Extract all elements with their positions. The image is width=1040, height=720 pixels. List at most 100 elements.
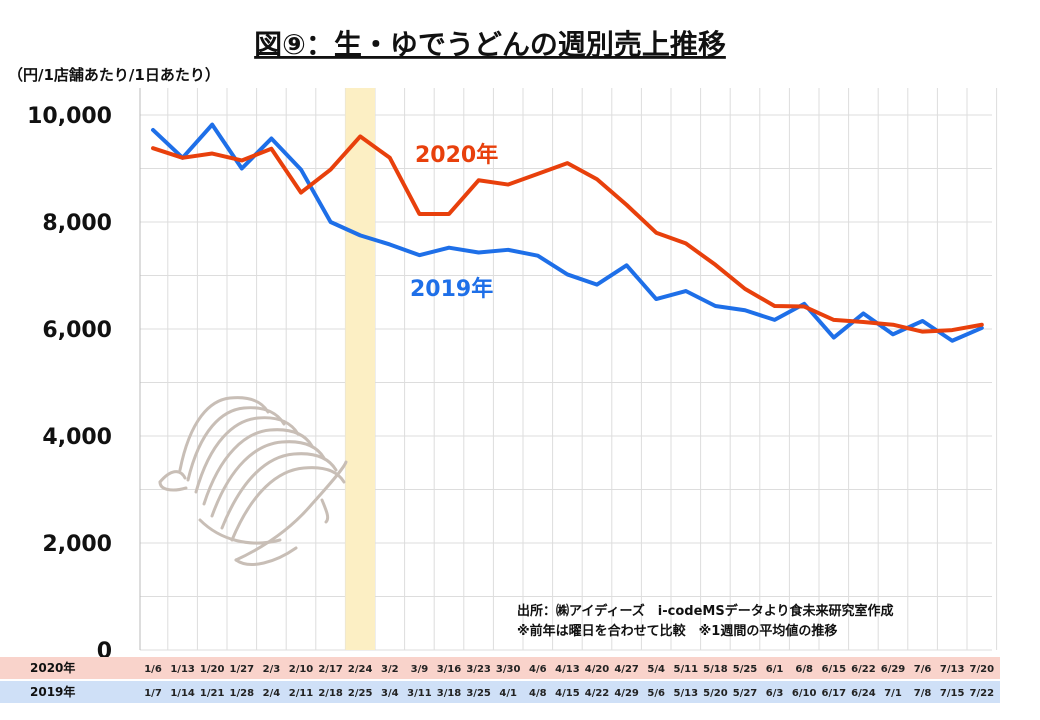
- x-tick-label-2019: 2/25: [348, 688, 373, 699]
- data-point: [921, 330, 925, 334]
- highlight-week-rect: [345, 88, 375, 650]
- x-tick-label-2020: 4/20: [585, 664, 610, 675]
- x-tick-label-2019: 5/20: [703, 688, 728, 699]
- x-tick-label-2020: 1/6: [144, 664, 162, 675]
- x-tick-label-2020: 1/20: [200, 664, 225, 675]
- x-tick-label-2019: 3/4: [381, 688, 399, 699]
- x-tick-label-2019: 2/4: [263, 688, 281, 699]
- x-tick-label-2019: 5/6: [647, 688, 665, 699]
- comparison-note: ※前年は曜日を合わせて比較 ※1週間の平均値の推移: [517, 623, 837, 639]
- data-point: [417, 212, 421, 216]
- data-point: [269, 137, 273, 141]
- udon-illustration: [158, 396, 348, 566]
- data-point: [151, 146, 155, 150]
- data-point: [358, 134, 362, 138]
- x-tick-label-2020: 3/16: [437, 664, 462, 675]
- data-point: [891, 332, 895, 336]
- data-point: [388, 156, 392, 160]
- data-point: [358, 233, 362, 237]
- data-point: [654, 231, 658, 235]
- data-point: [565, 272, 569, 276]
- data-point: [181, 156, 185, 160]
- y-tick-label: 8,000: [42, 211, 112, 236]
- data-point: [151, 128, 155, 132]
- data-point: [950, 328, 954, 332]
- data-point: [329, 168, 333, 172]
- y-tick-label: 10,000: [27, 104, 112, 129]
- data-point: [595, 283, 599, 287]
- x-tick-label-2020: 3/30: [496, 664, 521, 675]
- data-point: [684, 289, 688, 293]
- data-point: [595, 177, 599, 181]
- data-point: [447, 246, 451, 250]
- x-tick-label-2019: 6/10: [792, 688, 817, 699]
- x-tick-label-2020: 1/27: [230, 664, 255, 675]
- x-tick-label-2019: 5/13: [674, 688, 699, 699]
- data-point: [861, 320, 865, 324]
- x-tick-label-2020: 6/29: [881, 664, 906, 675]
- y-tick-label: 4,000: [42, 425, 112, 450]
- y-tick-label: 2,000: [42, 532, 112, 557]
- data-point: [832, 336, 836, 340]
- x-tick-label-2020: 5/18: [703, 664, 728, 675]
- series-label-2020: 2020年: [415, 142, 498, 168]
- data-point: [773, 304, 777, 308]
- x-axis-ticks: 1/6 1/13 1/20 1/27 2/3 2/10 2/17 2/24 3/2 3/9 3/16…: [144, 664, 994, 699]
- data-point: [625, 203, 629, 207]
- x-tick-label-2019: 3/11: [407, 688, 432, 699]
- data-point: [536, 254, 540, 258]
- x-tick-label-2020: 3/23: [466, 664, 491, 675]
- data-point: [684, 241, 688, 245]
- x-tick-label-2020: 6/1: [766, 664, 784, 675]
- x-tick-label-2019: 7/8: [914, 688, 932, 699]
- data-point: [447, 212, 451, 216]
- x-tick-label-2019: 1/7: [144, 688, 162, 699]
- x-tick-label-2020: 5/11: [674, 664, 699, 675]
- unit-label: （円/1店舗あたり/1日あたり）: [8, 66, 220, 84]
- data-point: [980, 326, 984, 330]
- data-point: [240, 167, 244, 170]
- row-label-2019: 2019年: [30, 684, 75, 699]
- x-tick-label-2020: 4/27: [614, 664, 639, 675]
- data-point: [506, 183, 510, 187]
- x-tick-label-2019: 2/11: [289, 688, 314, 699]
- data-point: [921, 319, 925, 323]
- data-point: [625, 263, 629, 267]
- data-point: [861, 311, 865, 315]
- x-tick-label-2020: 6/15: [822, 664, 847, 675]
- row-label-2020: 2020年: [30, 660, 75, 675]
- data-point: [506, 248, 510, 252]
- data-point: [891, 323, 895, 327]
- x-tick-label-2019: 4/8: [529, 688, 547, 699]
- data-point: [477, 250, 481, 254]
- x-tick-label-2019: 3/18: [437, 688, 462, 699]
- row-2019-background: [0, 681, 1000, 703]
- x-tick-label-2019: 4/1: [499, 688, 517, 699]
- data-point: [536, 172, 540, 176]
- x-tick-label-2020: 3/9: [411, 664, 429, 675]
- data-point: [388, 242, 392, 246]
- x-tick-label-2019: 7/22: [970, 688, 995, 699]
- row-2020-background: [0, 657, 1000, 679]
- data-point: [743, 308, 747, 312]
- data-point: [210, 123, 214, 127]
- data-point: [417, 253, 421, 257]
- x-tick-label-2019: 1/28: [230, 688, 255, 699]
- data-point: [980, 323, 984, 327]
- x-tick-label-2019: 6/3: [766, 688, 784, 699]
- x-tick-label-2020: 2/10: [289, 664, 314, 675]
- x-tick-label-2019: 6/17: [822, 688, 847, 699]
- data-point: [329, 220, 333, 224]
- x-tick-label-2020: 7/20: [970, 664, 995, 675]
- x-tick-label-2019: 3/25: [466, 688, 491, 699]
- x-tick-label-2020: 5/25: [733, 664, 758, 675]
- data-point: [299, 191, 303, 195]
- series-lines: [151, 122, 984, 343]
- data-point: [950, 339, 954, 343]
- x-tick-label-2019: 4/29: [614, 688, 639, 699]
- x-tick-label-2020: 4/6: [529, 664, 547, 675]
- x-tick-label-2020: 5/4: [647, 664, 665, 675]
- x-tick-label-2020: 2/3: [263, 664, 281, 675]
- x-tick-label-2020: 7/6: [914, 664, 932, 675]
